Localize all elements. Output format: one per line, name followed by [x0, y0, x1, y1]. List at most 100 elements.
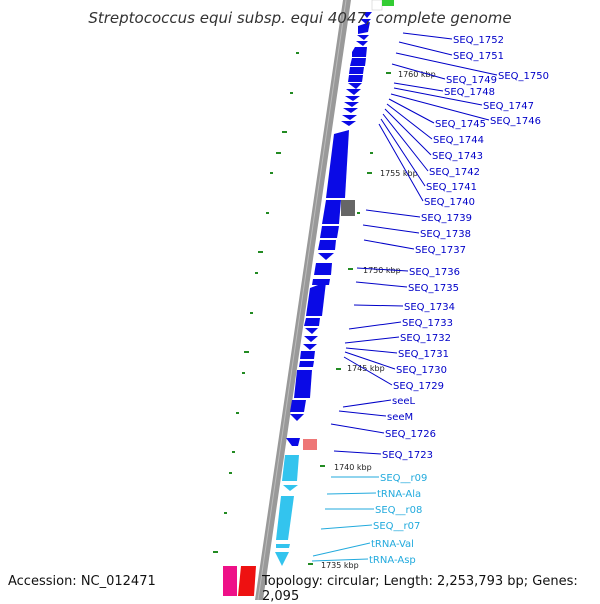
tick [224, 512, 227, 514]
gene-label[interactable]: SEQ_1733 [402, 318, 453, 329]
rna-features [275, 455, 299, 566]
gene-label[interactable]: SEQ_1752 [453, 35, 504, 46]
gene-label[interactable]: SEQ_1744 [433, 135, 484, 146]
gene-label[interactable]: SEQ__r08 [375, 505, 422, 516]
tick [276, 152, 281, 154]
gene-label[interactable]: SEQ_1749 [446, 75, 497, 86]
gene-label[interactable]: seeM [387, 412, 413, 423]
tick [308, 563, 313, 565]
tick [270, 172, 273, 174]
gene-label[interactable]: SEQ_1748 [444, 87, 495, 98]
rna-block [275, 552, 289, 566]
tick [229, 472, 232, 474]
gene-label[interactable]: SEQ_1741 [426, 182, 477, 193]
gene-label[interactable]: tRNA-Asp [369, 555, 416, 566]
gene-leader-line [345, 347, 398, 354]
cds-block [318, 240, 336, 250]
gene-label[interactable]: seeL [392, 396, 416, 407]
rna-block [282, 455, 299, 481]
tick [232, 451, 235, 453]
cds-block [349, 67, 364, 74]
gene-label[interactable]: SEQ_1745 [435, 119, 486, 130]
kbp-label: 1750 kbp [363, 266, 401, 275]
pseudo-gene-block [341, 200, 355, 216]
gene-leader-line [390, 93, 490, 121]
gene-label[interactable]: SEQ__r09 [380, 473, 427, 484]
tick [336, 368, 341, 370]
cds-block [286, 438, 300, 446]
cds-block [362, 12, 372, 18]
cds-block [314, 263, 332, 275]
gene-label[interactable]: SEQ_1736 [409, 267, 460, 278]
left-ticks [213, 52, 299, 553]
cds-arrow [358, 22, 370, 34]
cds-block [357, 35, 369, 40]
gene-leader-line [378, 123, 424, 202]
tick [266, 212, 269, 214]
tick [348, 268, 353, 270]
cds-block [326, 130, 349, 198]
gene-leader-line [330, 423, 385, 434]
gene-label[interactable]: SEQ_1739 [421, 213, 472, 224]
gene-label[interactable]: SEQ_1747 [483, 101, 534, 112]
tick [236, 412, 239, 414]
tick [357, 212, 360, 214]
gene-label[interactable]: SEQ_1726 [385, 429, 436, 440]
gene-label[interactable]: SEQ_1734 [404, 302, 455, 313]
gene-label[interactable]: SEQ_1743 [432, 151, 483, 162]
gene-label[interactable]: SEQ_1729 [393, 381, 444, 392]
gene-label[interactable]: SEQ__r07 [373, 521, 420, 532]
cds-features [286, 12, 372, 446]
cds-block [346, 89, 361, 95]
gene-leader-line [363, 239, 415, 250]
feature-red [238, 566, 256, 596]
rna-block [283, 485, 298, 491]
gene-leader-line [388, 98, 435, 124]
cds-block [350, 58, 366, 66]
gene-label[interactable]: SEQ_1737 [415, 245, 466, 256]
kbp-label: 1745 kbp [347, 364, 385, 373]
gene-leader-line [326, 492, 377, 495]
gene-leader-line [355, 281, 408, 288]
tick [242, 372, 245, 374]
gene-label[interactable]: SEQ_1731 [398, 349, 449, 360]
gene-label[interactable]: tRNA-Val [371, 539, 414, 550]
gene-label[interactable]: SEQ_1746 [490, 116, 541, 127]
cds-block [342, 115, 357, 120]
gene-leader-line [398, 41, 453, 56]
genome-backbone-edge [257, 0, 347, 600]
gene-label[interactable]: SEQ_1732 [400, 333, 451, 344]
feature-top-green [382, 0, 394, 6]
cds-block [294, 370, 312, 398]
rna-block [276, 544, 290, 548]
gene-label[interactable]: SEQ_1730 [396, 365, 447, 376]
gene-label[interactable]: SEQ_1750 [498, 71, 549, 82]
cds-block [341, 121, 356, 126]
gene-label[interactable]: SEQ_1738 [420, 229, 471, 240]
kbp-label: 1735 kbp [321, 561, 359, 570]
gene-leader-line [382, 113, 429, 172]
kbp-label: 1760 kbp [398, 70, 436, 79]
kbp-label: 1740 kbp [334, 463, 372, 472]
gene-leader-line [320, 524, 373, 530]
kbp-markers: 1760 kbp 1755 kbp 1750 kbp 1745 kbp 1740 kbp… [321, 70, 436, 570]
gene-label[interactable]: SEQ_1723 [382, 450, 433, 461]
gene-label[interactable]: SEQ_1751 [453, 51, 504, 62]
gene-leader-line [338, 410, 387, 417]
cds-block [299, 361, 314, 367]
tick [386, 72, 391, 74]
gene-label[interactable]: SEQ_1735 [408, 283, 459, 294]
gene-leader-line [386, 103, 433, 140]
genome-title: Streptococcus equi subsp. equi 4047, com… [88, 9, 512, 27]
gene-leader-line [356, 267, 409, 272]
gene-label[interactable]: SEQ_1742 [429, 167, 480, 178]
cds-block [345, 96, 360, 101]
gene-leader-line [344, 336, 400, 344]
tick [320, 465, 325, 467]
gene-leader-line [312, 542, 371, 557]
cds-block [304, 336, 318, 342]
gene-label[interactable]: tRNA-Ala [377, 489, 421, 500]
gene-label[interactable]: SEQ_1740 [424, 197, 475, 208]
gene-leader-line [393, 82, 444, 92]
